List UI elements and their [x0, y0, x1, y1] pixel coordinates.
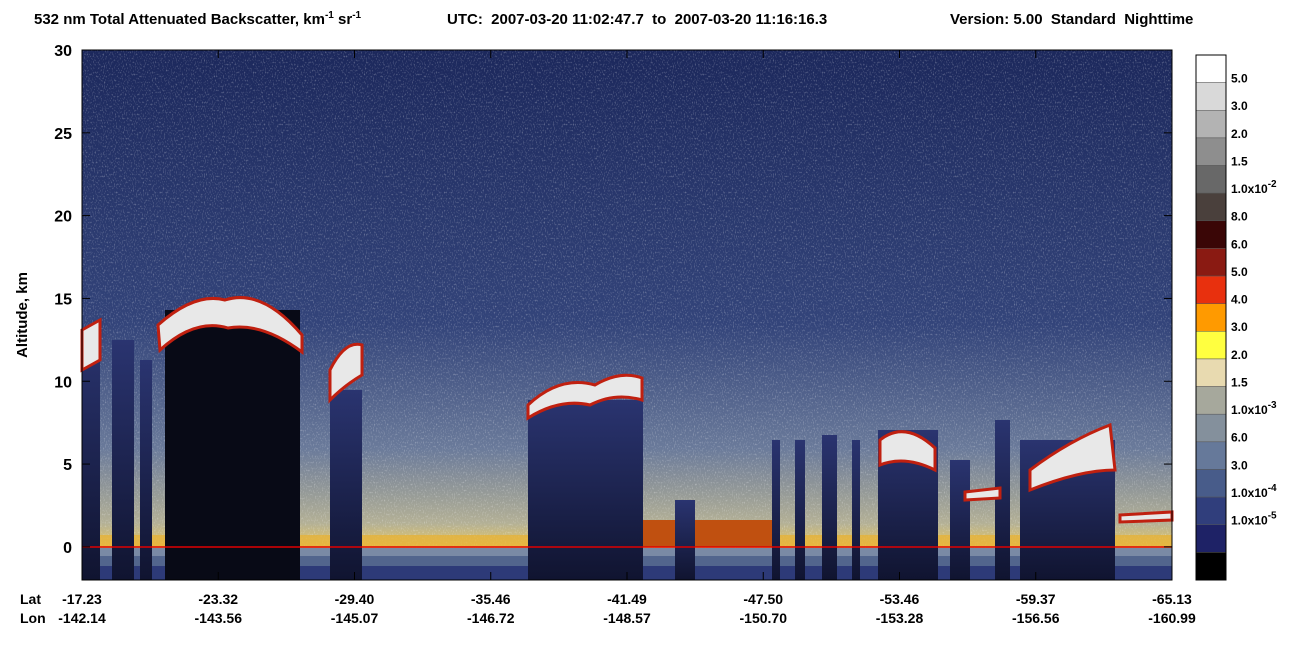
lat-tick-label: -23.32	[198, 591, 238, 607]
colorbar-label: 3.0	[1231, 320, 1248, 334]
colorbar-swatch	[1195, 496, 1227, 525]
lat-tick-label: -47.50	[743, 591, 783, 607]
chart-title: 532 nm Total Attenuated Backscatter, km-…	[34, 10, 362, 28]
superscript: -1	[352, 10, 361, 21]
y-tick-label: 15	[54, 291, 72, 308]
text-part: 1.0x10	[1231, 182, 1268, 196]
text-part: 532 nm Total Attenuated Backscatter, km	[34, 11, 325, 28]
lat-tick-label: -59.37	[1016, 591, 1056, 607]
superscript: -4	[1268, 483, 1277, 494]
lat-tick-label: -53.46	[880, 591, 920, 607]
cloud-columns	[82, 330, 1115, 580]
backscatter-image	[80, 50, 1174, 580]
lon-tick-label: -160.99	[1148, 610, 1196, 626]
lon-tick-label: -145.07	[331, 610, 379, 626]
lon-tick-label: -156.56	[1012, 610, 1060, 626]
text-part: 1.0x10	[1231, 403, 1268, 417]
colorbar-label: 1.0x10-3	[1231, 400, 1277, 417]
low-layer	[640, 520, 780, 547]
colorbar-swatch	[1195, 469, 1227, 498]
cloud-shadow	[165, 310, 300, 580]
text-part: sr	[334, 11, 353, 28]
text-part: 1.0x10	[1231, 514, 1268, 528]
colorbar-swatch	[1195, 110, 1227, 139]
lat-tick-label: -29.40	[335, 591, 375, 607]
lat-tick-label: -41.49	[607, 591, 647, 607]
colorbar-swatch	[1195, 358, 1227, 387]
lat-tick-label: -35.46	[471, 591, 511, 607]
superscript: -3	[1268, 400, 1277, 411]
lat-tick-label: -17.23	[62, 591, 102, 607]
colorbar-swatch	[1195, 524, 1227, 553]
lon-tick-label: -146.72	[467, 610, 515, 626]
colorbar-swatch	[1195, 192, 1227, 222]
colorbar-label: 1.0x10-5	[1231, 511, 1277, 528]
colorbar-label: 1.5	[1231, 154, 1248, 168]
colorbar-swatch	[1195, 248, 1227, 277]
colorbar-swatch	[1195, 552, 1227, 581]
text-part: 1.0x10	[1231, 486, 1268, 500]
colorbar-label: 6.0	[1231, 431, 1248, 445]
lon-tick-label: -148.57	[603, 610, 651, 626]
colorbar-swatch	[1195, 137, 1227, 166]
colorbar-swatch	[1195, 82, 1227, 111]
colorbar-label: 3.0	[1231, 99, 1248, 113]
superscript: -2	[1268, 179, 1277, 190]
colorbar-swatch	[1195, 165, 1227, 194]
cloud-tops	[80, 296, 1174, 524]
lon-tick-label: -142.14	[58, 610, 106, 626]
lat-tick-label: -65.13	[1152, 591, 1192, 607]
superscript: -1	[325, 10, 334, 21]
colorbar-label: 4.0	[1231, 293, 1248, 307]
colorbar-swatch	[1195, 331, 1227, 360]
colorbar-swatch	[1195, 303, 1227, 332]
colorbar-swatch	[1195, 386, 1227, 415]
colorbar-label: 1.0x10-4	[1231, 483, 1277, 500]
superscript: -5	[1268, 511, 1277, 522]
colorbar-label: 2.0	[1231, 348, 1248, 362]
colorbar-label: 1.0x10-2	[1231, 179, 1277, 196]
y-tick-label: 10	[54, 374, 72, 391]
colorbar-label: 5.0	[1231, 265, 1248, 279]
lon-tick-label: -153.28	[876, 610, 924, 626]
y-tick-label: 5	[63, 457, 72, 474]
colorbar-label: 1.5	[1231, 375, 1248, 389]
y-tick-label: 0	[63, 540, 72, 557]
colorbar-label: 5.0	[1231, 71, 1248, 85]
colorbar-label: 3.0	[1231, 458, 1248, 472]
colorbar-swatch	[1195, 54, 1227, 83]
lat-label: Lat	[20, 591, 41, 607]
y-tick-label: 25	[54, 126, 72, 143]
lon-tick-label: -143.56	[195, 610, 243, 626]
y-axis-label: Altitude, km	[14, 272, 31, 358]
colorbar-swatch	[1195, 441, 1227, 470]
colorbar-label: 2.0	[1231, 127, 1248, 141]
y-tick-label: 20	[54, 209, 72, 226]
colorbar-label: 8.0	[1231, 210, 1248, 224]
utc-range: UTC: 2007-03-20 11:02:47.7 to 2007-03-20…	[447, 11, 827, 28]
version: Version: 5.00 Standard Nighttime	[950, 11, 1193, 28]
colorbar-swatch	[1195, 220, 1227, 249]
colorbar-label: 6.0	[1231, 237, 1248, 251]
y-tick-label: 30	[54, 43, 72, 60]
lon-label: Lon	[20, 610, 46, 626]
colorbar-swatch	[1195, 275, 1227, 304]
colorbar-swatch	[1195, 413, 1227, 443]
lon-tick-label: -150.70	[740, 610, 788, 626]
colorbar-frame	[1195, 54, 1227, 581]
